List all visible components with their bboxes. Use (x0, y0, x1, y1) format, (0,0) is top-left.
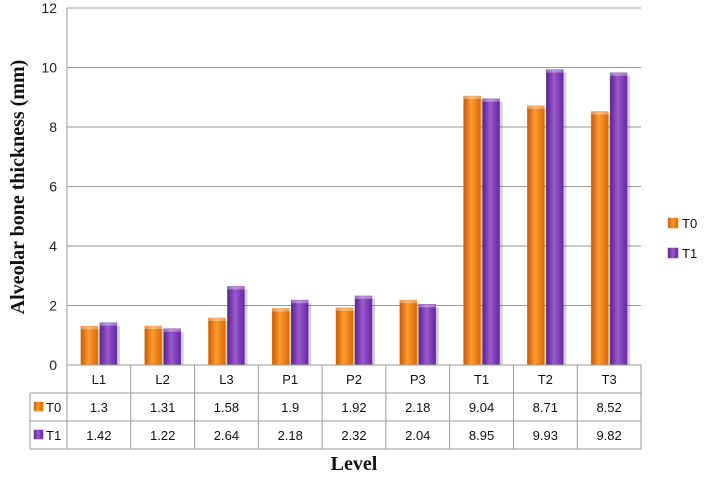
bar-highlight (272, 308, 290, 312)
y-tick-label: 4 (49, 238, 57, 254)
bar-T0-T3 (590, 111, 609, 366)
data-label: 8.52 (596, 400, 621, 415)
data-label: 9.04 (469, 400, 494, 415)
bar-highlight (291, 300, 309, 304)
data-label: 1.92 (341, 400, 366, 415)
data-label: 1.58 (214, 400, 239, 415)
x-tick-label: P1 (282, 372, 298, 387)
legend: T0 T1 (667, 216, 697, 261)
bar-highlight (355, 295, 372, 299)
table-series-name: T1 (46, 428, 61, 443)
data-label: 1.42 (86, 428, 111, 443)
bar-T1-T2 (546, 69, 564, 366)
bar-highlight (227, 286, 245, 290)
bar-T1-P1 (290, 299, 309, 366)
legend-label-T0: T0 (682, 216, 697, 231)
table-legend-key (33, 429, 44, 440)
bar-highlight (336, 307, 353, 311)
bar-highlight (610, 72, 628, 76)
bar-highlight (482, 98, 500, 102)
data-label: 8.95 (469, 428, 494, 443)
data-label: 8.71 (533, 400, 558, 415)
data-label: 1.9 (281, 400, 299, 415)
x-tick-label: P3 (410, 372, 426, 387)
bar-highlight (546, 69, 564, 73)
x-tick-label: T2 (538, 372, 553, 387)
data-label: 2.32 (341, 428, 366, 443)
y-tick-label: 0 (49, 357, 57, 373)
y-tick-label: 12 (41, 0, 57, 16)
bar-T1-L3 (227, 286, 245, 366)
bar-highlight (399, 300, 417, 304)
y-tick-label: 6 (49, 179, 57, 195)
bar-T0-T1 (463, 95, 481, 366)
data-label: 2.18 (405, 400, 430, 415)
bar-T0-P2 (335, 307, 354, 366)
data-label: 1.3 (90, 400, 108, 415)
bar-highlight (80, 326, 98, 330)
bar-T0-T2 (527, 105, 545, 366)
bar-highlight (208, 317, 226, 321)
x-tick-label: P2 (346, 372, 362, 387)
data-label: 2.18 (278, 428, 303, 443)
y-axis-ticks: 0 2 4 6 8 10 12 (41, 0, 57, 373)
data-label: 9.93 (533, 428, 558, 443)
bar-T0-L3 (208, 317, 226, 366)
data-label: 1.31 (150, 400, 175, 415)
y-axis-title: Alveolar bone thickness (mm) (7, 60, 29, 315)
bar-T0-P3 (399, 299, 418, 366)
bar-highlight (144, 326, 162, 330)
legend-key-T1 (667, 247, 679, 259)
bar-T1-P3 (418, 304, 437, 366)
y-tick-label: 8 (49, 119, 57, 135)
x-tick-label: L1 (92, 372, 106, 387)
data-table: L1 L2 L3 P1 P2 P3 T1 T2 T3 T0 1.3 1.31 1.58 1.9 1.92 2.… (29, 364, 642, 450)
bar-highlight (418, 304, 436, 308)
bar-highlight (163, 328, 181, 332)
bar-highlight (527, 105, 545, 109)
x-axis-title: Level (331, 453, 378, 475)
bar-highlight (99, 322, 117, 326)
bar-highlight (463, 96, 481, 100)
x-tick-label: L2 (155, 372, 169, 387)
table-series-name: T0 (46, 400, 61, 415)
gridlines (66, 7, 641, 366)
bars (80, 69, 631, 366)
y-tick-label: 10 (41, 60, 57, 76)
legend-label-T1: T1 (682, 246, 697, 261)
x-tick-label: T3 (602, 372, 617, 387)
bar-highlight (591, 111, 609, 115)
bar-T1-T1 (482, 98, 500, 366)
table-legend-key (33, 401, 44, 412)
x-tick-label: L3 (219, 372, 233, 387)
bar-T1-T3 (609, 72, 628, 366)
bar-T0-L2 (144, 325, 162, 366)
bar-T1-L2 (163, 328, 181, 366)
data-label: 2.64 (214, 428, 239, 443)
bar-T1-L1 (99, 322, 118, 366)
y-tick-label: 2 (49, 298, 57, 314)
data-label: 2.04 (405, 428, 430, 443)
bar-T0-L1 (80, 326, 99, 366)
data-label: 1.22 (150, 428, 175, 443)
data-label: 9.82 (596, 428, 621, 443)
bar-T1-P2 (354, 295, 373, 366)
bar-T0-P1 (271, 308, 290, 366)
x-tick-label: T1 (474, 372, 489, 387)
legend-key-T0 (667, 217, 679, 229)
